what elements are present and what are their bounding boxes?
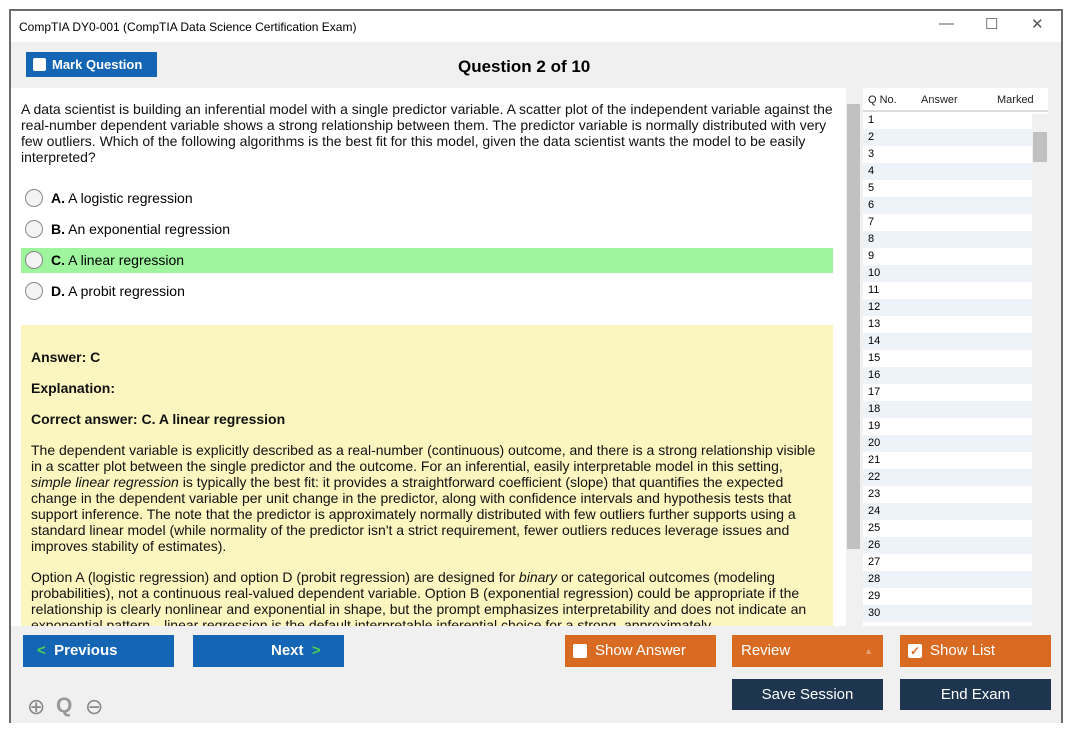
question-list-row[interactable]: 13	[868, 318, 881, 330]
question-list-row[interactable]: 4	[863, 163, 1041, 180]
answer-line: Answer: C	[31, 349, 101, 365]
question-list-row[interactable]: 26	[863, 537, 1041, 554]
question-list-row[interactable]: 22	[863, 469, 1041, 486]
question-list-row[interactable]: 2	[863, 129, 1041, 146]
header-qno: Q No.	[868, 94, 897, 106]
explanation-paragraph-2: Option A (logistic regression) and optio…	[31, 569, 807, 626]
minimize-button[interactable]: —	[939, 15, 954, 32]
question-list-row[interactable]: 18	[863, 401, 1041, 418]
question-list-row[interactable]: 1	[868, 114, 875, 126]
question-list: 1 2 3 4 5 6 7 8 9 10 11 12 13 14 15 16 17 18 19 20 21 22 23 24 2…	[863, 112, 1048, 622]
question-list-panel: Q No. Answer Marked 1 2 3 4 5 6 7 8 9 10 11 12 13 14 1…	[863, 88, 1048, 626]
option-text: A logistic regression	[68, 190, 193, 206]
checkbox-icon[interactable]	[573, 644, 587, 658]
question-content: A data scientist is building an inferent…	[11, 88, 846, 626]
question-list-row[interactable]: 17	[868, 386, 881, 398]
question-list-row[interactable]: 20	[863, 435, 1041, 452]
chevron-up-icon: ▲	[864, 646, 873, 656]
option-letter: B.	[51, 221, 65, 237]
zoom-out-icon[interactable]: ⊖	[85, 694, 104, 719]
content-scrollbar[interactable]	[846, 88, 861, 626]
option-letter: A.	[51, 190, 65, 206]
question-list-row[interactable]: 11	[868, 284, 880, 296]
question-list-row[interactable]: 29	[868, 590, 881, 602]
option-text: A probit regression	[68, 283, 185, 299]
option-b[interactable]: B. An exponential regression	[21, 217, 833, 242]
checkbox-icon	[33, 58, 46, 71]
radio-icon[interactable]	[25, 220, 43, 238]
close-button[interactable]: ✕	[1031, 16, 1044, 33]
previous-button[interactable]: < Previous	[23, 635, 174, 667]
chevron-right-icon: >	[311, 642, 321, 659]
window-title: CompTIA DY0-001 (CompTIA Data Science Ce…	[19, 20, 357, 34]
question-text: A data scientist is building an inferent…	[21, 101, 833, 165]
question-list-row[interactable]: 6	[863, 197, 1041, 214]
question-list-scrollbar[interactable]	[1032, 114, 1048, 626]
review-dropdown[interactable]: Review ▲	[732, 635, 883, 667]
option-letter: C.	[51, 252, 65, 268]
option-c[interactable]: C. A linear regression	[21, 248, 833, 273]
scrollbar-thumb[interactable]	[1033, 132, 1047, 162]
option-a[interactable]: A. A logistic regression	[21, 186, 833, 211]
answer-explanation-box: Answer: C Explanation: Correct answer: C…	[21, 325, 833, 626]
zoom-in-icon[interactable]: ⊕	[27, 694, 46, 719]
question-list-header: Q No. Answer Marked	[863, 88, 1048, 112]
radio-icon[interactable]	[25, 189, 43, 207]
option-text: An exponential regression	[68, 221, 231, 237]
question-list-row[interactable]: 14	[863, 333, 1041, 350]
next-button[interactable]: Next >	[193, 635, 344, 667]
question-list-row[interactable]: 8	[863, 231, 1041, 248]
scrollbar-thumb[interactable]	[847, 104, 860, 549]
option-d[interactable]: D. A probit regression	[21, 279, 833, 304]
explanation-paragraph-1: The dependent variable is explicitly des…	[31, 442, 816, 554]
question-list-row[interactable]: 19	[868, 420, 881, 432]
question-list-row[interactable]: 21	[868, 454, 881, 466]
question-list-row[interactable]: 7	[868, 216, 875, 228]
option-text: A linear regression	[68, 252, 185, 268]
app-window: CompTIA DY0-001 (CompTIA Data Science Ce…	[9, 9, 1063, 723]
option-letter: D.	[51, 283, 65, 299]
zoom-reset-icon[interactable]: Q	[56, 694, 73, 717]
end-exam-button[interactable]: End Exam	[900, 679, 1051, 710]
question-list-row[interactable]: 10	[863, 265, 1041, 282]
question-list-row[interactable]: 23	[868, 488, 881, 500]
question-list-row[interactable]: 25	[868, 522, 881, 534]
header-answer: Answer	[921, 94, 958, 106]
question-title: Question 2 of 10	[458, 57, 591, 76]
bottom-bar: < Previous Next > Show Answer Review ▲ ✓ S…	[11, 626, 1061, 723]
title-bar: CompTIA DY0-001 (CompTIA Data Science Ce…	[11, 11, 1061, 42]
save-session-button[interactable]: Save Session	[732, 679, 883, 710]
maximize-button[interactable]: ☐	[985, 16, 999, 33]
question-list-row[interactable]: 12	[863, 299, 1041, 316]
question-list-row[interactable]: 28	[863, 571, 1041, 588]
toolbar: Mark Question Question 2 of 10	[11, 42, 1061, 88]
question-list-row[interactable]: 3	[868, 148, 875, 160]
question-list-row[interactable]: 24	[863, 503, 1041, 520]
checkbox-checked-icon[interactable]: ✓	[908, 644, 922, 658]
radio-icon[interactable]	[25, 282, 43, 300]
question-list-row[interactable]: 9	[868, 250, 875, 262]
question-list-row[interactable]: 15	[868, 352, 881, 364]
question-list-row[interactable]: 5	[868, 182, 875, 194]
mark-question-label: Mark Question	[52, 57, 143, 72]
header-marked: Marked	[997, 94, 1034, 106]
show-list-button[interactable]: ✓ Show List	[900, 635, 1051, 667]
question-list-row[interactable]: 30	[863, 605, 1041, 622]
question-list-row[interactable]: 27	[868, 556, 881, 568]
show-answer-button[interactable]: Show Answer	[565, 635, 716, 667]
chevron-left-icon: <	[37, 642, 46, 659]
correct-answer-line: Correct answer: C. A linear regression	[31, 411, 286, 427]
explanation-label: Explanation:	[31, 380, 116, 396]
question-list-row[interactable]: 16	[863, 367, 1041, 384]
mark-question-button[interactable]: Mark Question	[26, 52, 157, 77]
radio-icon[interactable]	[25, 251, 43, 269]
